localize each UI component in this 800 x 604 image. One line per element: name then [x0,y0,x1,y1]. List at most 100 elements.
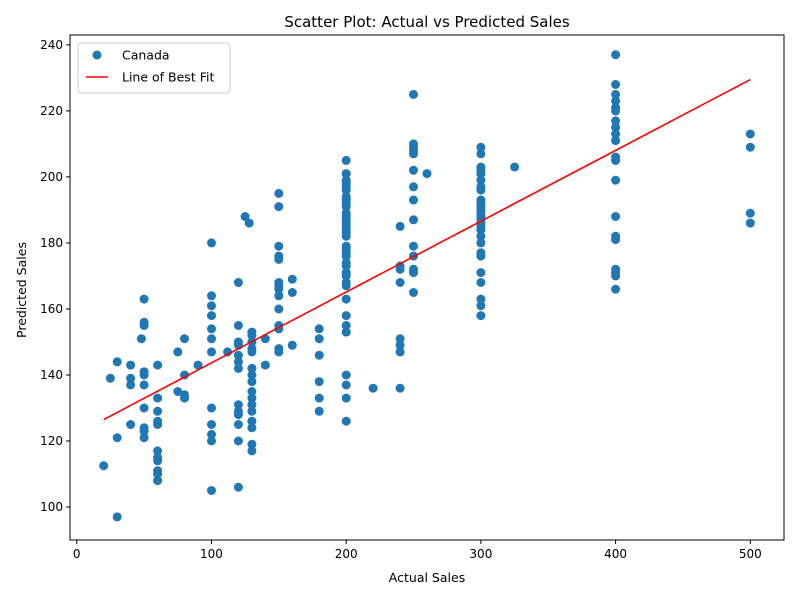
legend-marker-canada [92,50,102,60]
scatter-point [611,155,621,165]
scatter-point [233,350,243,360]
scatter-point [611,136,621,146]
scatter-point [476,231,486,241]
scatter-point [139,426,149,436]
scatter-point [207,403,216,413]
y-axis-label: Predicted Sales [14,242,29,338]
scatter-point [341,393,351,403]
scatter-point [314,406,324,416]
scatter-point [139,403,149,413]
chart-title: Scatter Plot: Actual vs Predicted Sales [284,13,569,31]
scatter-point [139,380,149,390]
plot-marks [99,50,755,522]
scatter-point [112,357,122,367]
scatter-point [510,162,520,172]
x-tick-label: 500 [739,547,762,561]
scatter-point [207,334,216,344]
plot-frame [69,34,785,541]
scatter-point [341,311,351,321]
scatter-point [341,321,351,330]
scatter-point [207,324,216,334]
scatter-point [207,486,216,495]
scatter-point [247,446,257,456]
scatter-point [180,393,189,403]
x-tick-label: 0 [73,547,81,561]
scatter-point [233,400,243,410]
scatter-point [153,393,163,403]
scatter-point [745,208,755,218]
scatter-point [153,469,163,479]
scatter-point [126,420,136,429]
scatter-point [476,311,486,321]
scatter-point [476,251,486,261]
scatter-point [287,340,297,350]
scatter-point [274,347,284,357]
scatter-point [153,406,163,416]
scatter-point [341,231,351,241]
scatter-point [247,406,257,416]
scatter-point [476,149,486,159]
scatter-point [395,334,405,344]
scatter-point [247,393,257,403]
scatter-point [287,288,297,297]
x-tick-label: 200 [335,547,358,561]
legend-label-canada: Canada [122,48,170,63]
scatter-point [247,377,257,387]
scatter-point [611,129,621,139]
scatter-point [274,304,284,314]
x-tick-label: 100 [200,547,223,561]
scatter-point [126,360,136,370]
scatter-point [207,420,216,429]
y-tick-label: 140 [40,368,63,382]
scatter-point [233,321,243,330]
y-tick-label: 120 [40,434,63,448]
scatter-point [153,420,163,429]
scatter-point [611,175,621,185]
scatter-point [611,284,621,294]
scatter-point [422,169,432,179]
scatter-point [341,271,351,281]
scatter-point [136,334,146,344]
scatter-point [314,350,324,360]
scatter-point [233,363,243,373]
scatter-point [247,387,257,396]
scatter-point [274,254,284,264]
y-tick-label: 220 [40,104,63,118]
scatter-point [476,301,486,311]
scatter-point [207,291,216,301]
scatter-point [247,423,257,433]
scatter-point [409,215,418,225]
scatter-point [409,268,418,278]
scatter-point [368,383,378,393]
scatter-point [341,416,351,426]
scatter-point [207,238,216,248]
scatter-point [476,278,486,287]
scatter-point [274,291,284,301]
scatter-point [611,80,621,89]
scatter-point [611,106,621,116]
scatter-point [244,218,254,228]
scatter-point [341,380,351,390]
y-tick-label: 160 [40,302,63,316]
scatter-point [153,360,163,370]
scatter-point [207,301,216,311]
scatter-point [341,281,351,291]
scatter-point [395,347,405,357]
scatter-point [409,288,418,297]
scatter-point [341,370,351,380]
x-axis-label: Actual Sales [389,570,465,585]
scatter-point [233,278,243,287]
scatter-point [126,380,136,390]
x-tick-label: 300 [469,547,492,561]
scatter-point [476,238,486,248]
scatter-point [341,185,351,195]
scatter-point [409,89,418,99]
scatter-point [153,476,163,486]
scatter-point [247,330,257,340]
scatter-point [611,235,621,245]
scatter-point [139,370,149,380]
scatter-point [207,429,216,439]
scatter-point [341,202,351,212]
scatter-point [476,142,486,152]
